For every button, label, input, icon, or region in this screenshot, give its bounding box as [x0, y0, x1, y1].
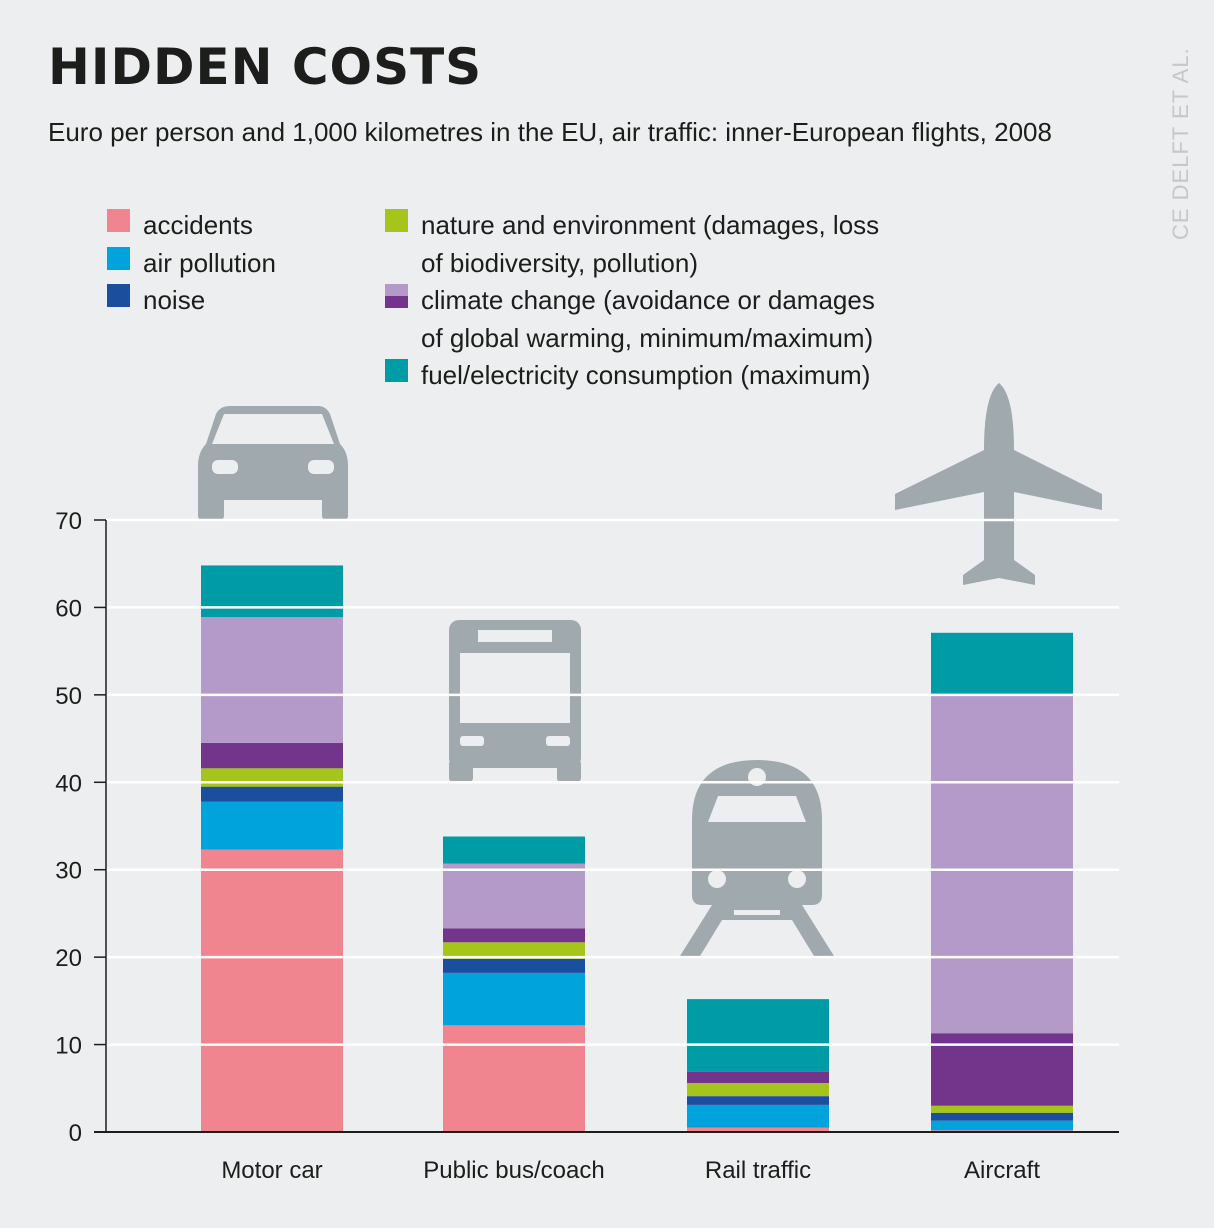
legend-swatch	[107, 284, 130, 307]
legend-swatch	[385, 209, 408, 232]
bar-segment-accidents	[443, 1025, 585, 1132]
legend-label: climate change (avoidance or damages	[421, 285, 875, 315]
train-icon	[680, 760, 834, 956]
x-tick-label: Public bus/coach	[423, 1157, 604, 1184]
y-tick-label: 40	[55, 770, 82, 797]
bar-segment-noise	[931, 1112, 1073, 1121]
legend-label: of biodiversity, pollution)	[421, 247, 698, 278]
legend-swatch	[107, 209, 130, 232]
bar-segment-nature	[931, 1105, 1073, 1113]
legend-label: noise	[143, 285, 206, 315]
legend-item-noise: noise	[107, 282, 276, 320]
bar-segment-fuelelectricity	[931, 632, 1073, 695]
y-tick-label: 0	[69, 1120, 82, 1147]
legend-item-accidents: accidents	[107, 207, 276, 245]
bar-segment-noise	[201, 786, 343, 802]
legend-item-nature: nature and environment (damages, loss of …	[385, 207, 879, 282]
legend-swatch	[385, 359, 408, 382]
airplane-icon	[895, 383, 1102, 585]
y-tick-label: 30	[55, 858, 82, 885]
legend-item-climate: climate change (avoidance or damages of g…	[385, 282, 879, 357]
x-tick-label: Rail traffic	[705, 1157, 811, 1184]
bar-segment-noise	[443, 958, 585, 973]
bar-segment-nature	[687, 1083, 829, 1097]
y-tick-label: 20	[55, 945, 82, 972]
legend-swatch	[107, 246, 130, 270]
bar-segment-climate	[443, 928, 585, 943]
chart-subtitle: Euro per person and 1,000 kilometres in …	[48, 117, 1052, 147]
bar-segment-fuelelectricity	[687, 999, 829, 1072]
legend-label: nature and environment (damages, loss	[421, 210, 880, 240]
legend-item-fuel: fuel/electricity consumption (maximum)	[385, 357, 879, 395]
y-tick-label: 10	[55, 1033, 82, 1060]
y-tick-label: 70	[55, 508, 82, 535]
bar-segment-nature	[201, 768, 343, 787]
y-tick-label: 50	[55, 683, 82, 710]
x-tick-label: Aircraft	[964, 1157, 1040, 1184]
bar-segment-fuelelectricity	[443, 836, 585, 864]
bar-segment-climate	[201, 742, 343, 769]
legend-label: fuel/electricity consumption (maximum)	[421, 360, 871, 390]
car-icon	[198, 406, 348, 520]
bar-segment-climate	[687, 1071, 829, 1084]
bar-segment-air	[443, 972, 585, 1026]
bar-segment-nature	[443, 942, 585, 959]
legend-item-air-pollution: air pollution	[107, 245, 276, 283]
bar-segment-air	[687, 1104, 829, 1128]
legend-label: accidents	[143, 210, 253, 240]
legend-label: air pollution	[143, 247, 276, 278]
y-tick-label: 60	[55, 595, 82, 622]
legend-swatch	[385, 284, 408, 308]
bar-segment-accidents	[201, 849, 343, 1132]
chart-title: HIDDEN COSTS	[48, 38, 483, 96]
bar-segment-air	[201, 801, 343, 850]
bar-segment-fuelelectricity	[201, 565, 343, 618]
legend-col-1: accidents air pollution noise	[107, 207, 276, 320]
bar-segment-accidents	[687, 1127, 829, 1132]
legend-label: of global warming, minimum/maximum)	[421, 322, 874, 353]
x-tick-label: Motor car	[221, 1157, 322, 1184]
bar-segment-air	[931, 1120, 1073, 1131]
bar-segment-climate	[201, 617, 343, 743]
legend-col-2: nature and environment (damages, loss of …	[385, 207, 879, 395]
bar-segment-climate	[443, 863, 585, 929]
bar-segment-climate	[931, 694, 1073, 1034]
bar-segment-noise	[687, 1096, 829, 1105]
bus-icon	[449, 620, 581, 782]
